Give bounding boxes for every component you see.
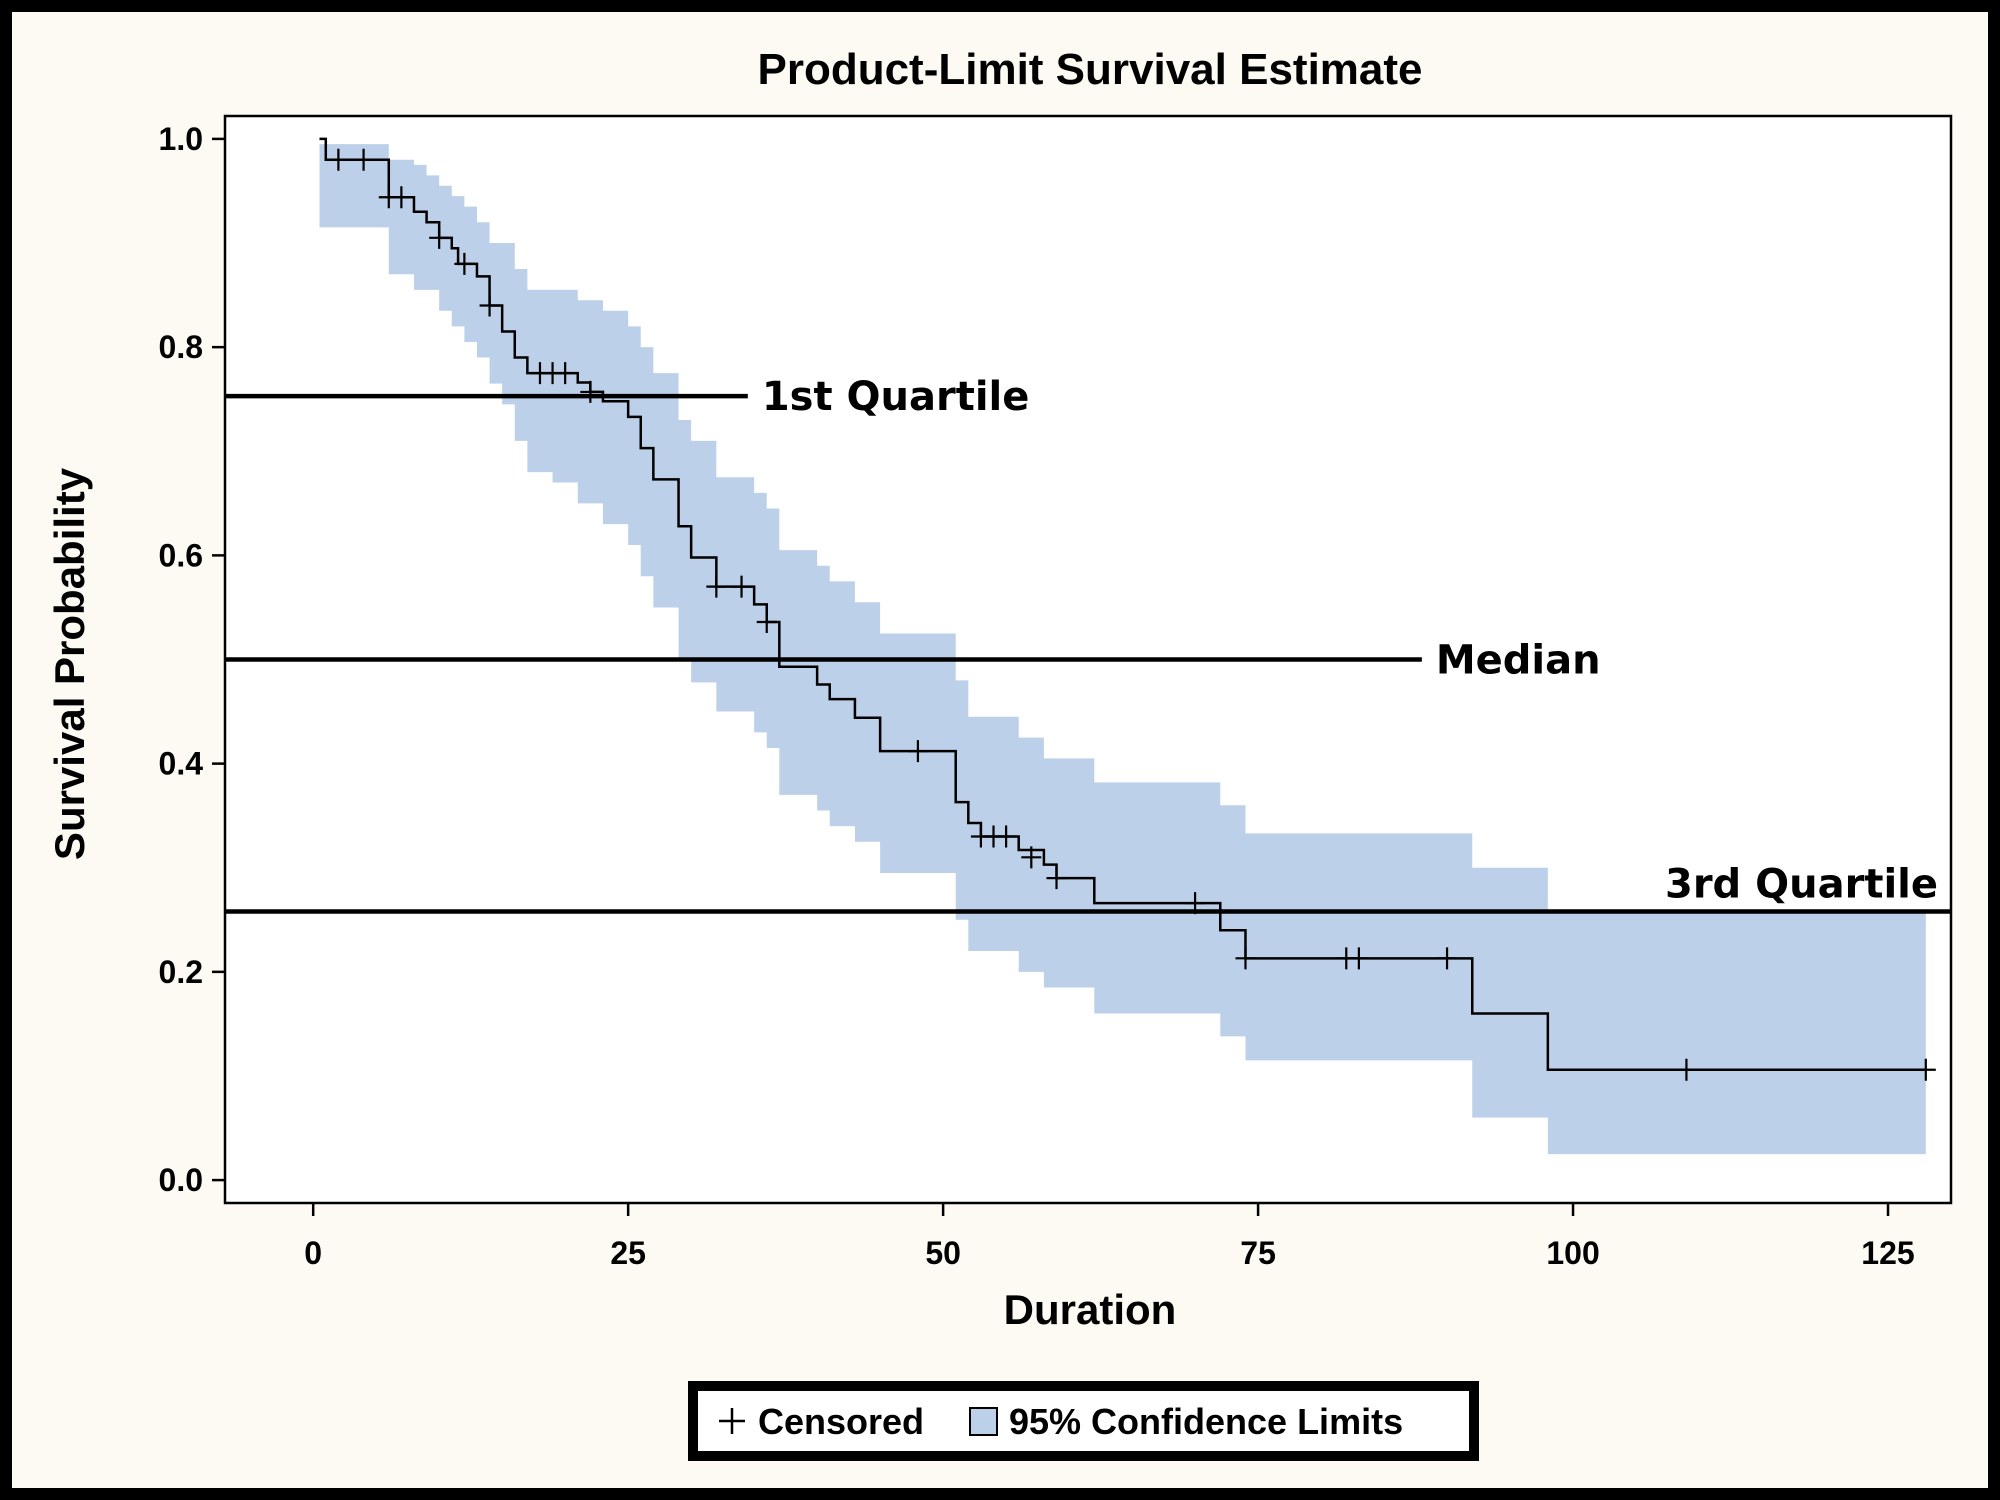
censored-marker — [1437, 947, 1458, 970]
censored-marker — [1021, 846, 1042, 869]
censored-marker — [353, 148, 374, 171]
censored-marker — [454, 252, 475, 275]
censored-marker — [756, 611, 777, 634]
censored-marker — [1915, 1058, 1936, 1081]
censored-marker — [479, 294, 500, 317]
censored-marker — [1235, 947, 1256, 970]
y-axis: 0.0 0.2 0.4 0.6 0.8 1.0 — [159, 121, 225, 1198]
survival-chart: Product-Limit Survival Estimate 1st Quar… — [46, 45, 1953, 1461]
censored-marker — [1348, 947, 1369, 970]
x-tick-label: 0 — [304, 1235, 322, 1271]
y-axis-label: Survival Probability — [46, 467, 93, 860]
x-tick-label: 75 — [1240, 1235, 1276, 1271]
legend-box — [688, 1381, 1479, 1461]
y-tick-label: 0.4 — [159, 746, 204, 782]
x-axis: 0 25 50 75 100 125 — [304, 1203, 1915, 1271]
x-tick-label: 100 — [1546, 1235, 1599, 1271]
x-tick-label: 125 — [1861, 1235, 1914, 1271]
plot-border — [223, 114, 1953, 1205]
chart-title: Product-Limit Survival Estimate — [757, 45, 1422, 94]
censored-marker — [391, 186, 412, 209]
plot-area: 1st Quartile Median 3rd Quartile — [223, 114, 1953, 1205]
censored-marker — [1046, 867, 1067, 890]
x-tick-label: 50 — [925, 1235, 961, 1271]
censored-marker — [555, 362, 576, 385]
censored-marker — [1676, 1058, 1697, 1081]
censored-marker — [328, 148, 349, 171]
confidence-band-group — [319, 144, 1926, 1155]
legend-censored-symbol — [719, 1408, 745, 1434]
censored-markers-group — [328, 148, 1936, 1081]
reference-line-label: Median — [1436, 638, 1601, 684]
censored-marker — [731, 575, 752, 598]
legend-band-swatch — [969, 1407, 998, 1436]
reference-lines-group: 1st Quartile Median 3rd Quartile — [225, 374, 1951, 914]
reference-line-label: 3rd Quartile — [1665, 861, 1938, 907]
survival-curve — [319, 137, 1926, 1071]
legend: Censored 95% Confidence Limits — [688, 1381, 1479, 1461]
chart-frame: Product-Limit Survival Estimate 1st Quar… — [12, 12, 1988, 1488]
x-tick-label: 25 — [610, 1235, 646, 1271]
reference-line-label: 1st Quartile — [762, 374, 1030, 420]
y-tick-label: 1.0 — [159, 121, 203, 157]
legend-band-label: 95% Confidence Limits — [1009, 1401, 1403, 1442]
censored-marker — [429, 226, 450, 249]
legend-censored-label: Censored — [758, 1401, 924, 1442]
censored-marker — [580, 380, 601, 403]
survival-curve-group — [319, 137, 1926, 1071]
y-tick-label: 0.8 — [159, 329, 203, 365]
y-tick-label: 0.0 — [159, 1162, 203, 1198]
censored-marker — [907, 740, 928, 763]
y-tick-label: 0.6 — [159, 537, 203, 573]
censored-marker — [706, 575, 727, 598]
x-axis-label: Duration — [1004, 1286, 1177, 1333]
y-tick-label: 0.2 — [159, 954, 203, 990]
censored-marker — [996, 825, 1017, 848]
confidence-band — [319, 144, 1926, 1155]
